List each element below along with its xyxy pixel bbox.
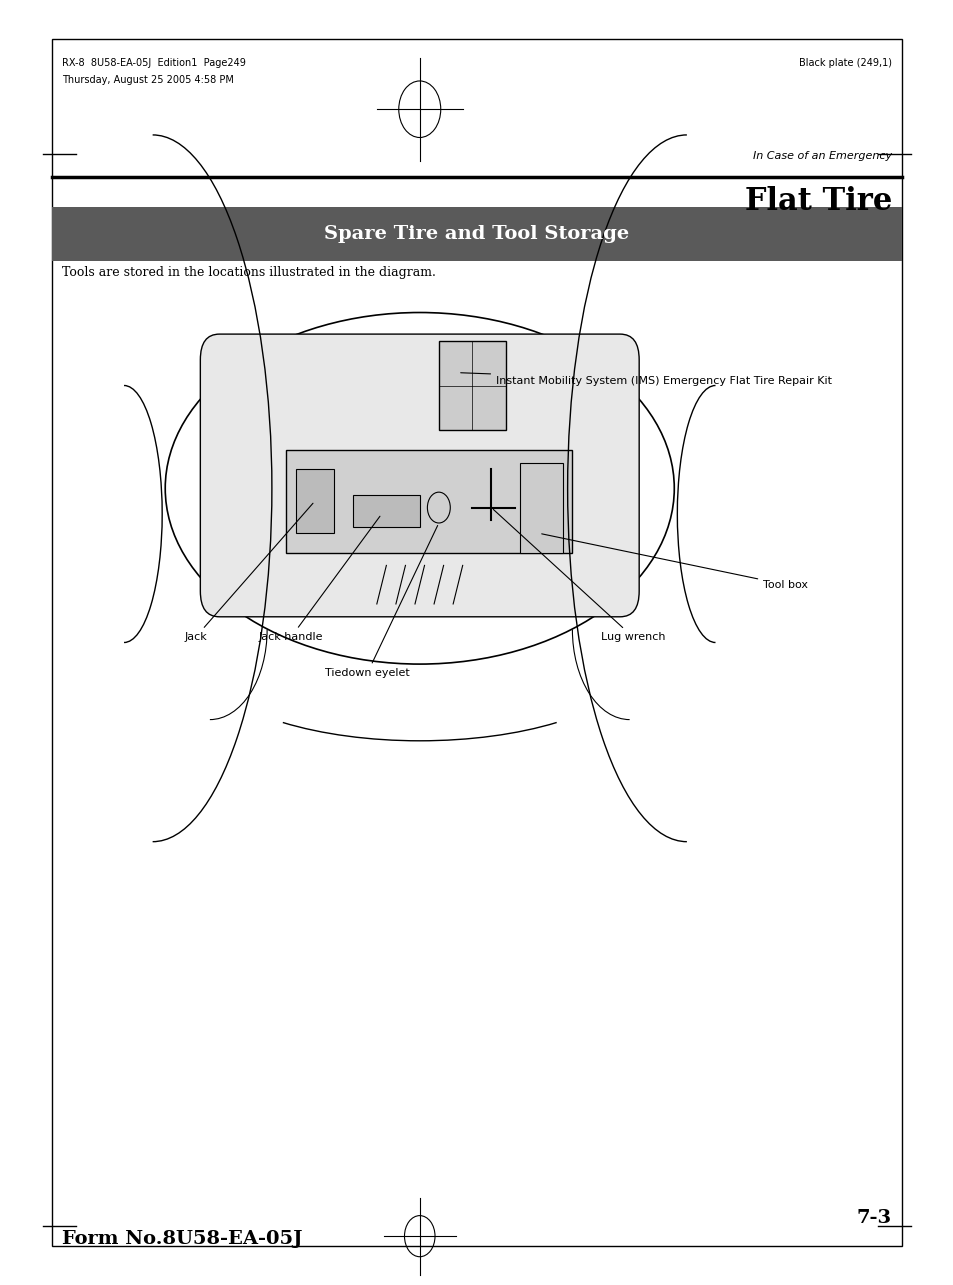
Text: Jack handle: Jack handle — [258, 517, 379, 642]
Text: Tiedown eyelet: Tiedown eyelet — [325, 526, 437, 678]
Text: Instant Mobility System (IMS) Emergency Flat Tire Repair Kit: Instant Mobility System (IMS) Emergency … — [460, 373, 831, 386]
Text: Form No.8U58-EA-05J: Form No.8U58-EA-05J — [62, 1230, 302, 1248]
FancyBboxPatch shape — [200, 334, 639, 617]
Bar — [286, 450, 572, 553]
Bar — [52, 207, 901, 261]
Bar — [52, 39, 901, 1246]
Text: RX-8  8U58-EA-05J  Edition1  Page249: RX-8 8U58-EA-05J Edition1 Page249 — [62, 58, 246, 68]
Bar — [438, 341, 505, 430]
Bar — [519, 463, 562, 553]
Bar — [353, 495, 419, 527]
Text: Lug wrench: Lug wrench — [493, 509, 665, 642]
Text: 7-3: 7-3 — [856, 1209, 891, 1227]
Text: Spare Tire and Tool Storage: Spare Tire and Tool Storage — [324, 225, 629, 243]
Text: Black plate (249,1): Black plate (249,1) — [799, 58, 891, 68]
Text: Thursday, August 25 2005 4:58 PM: Thursday, August 25 2005 4:58 PM — [62, 75, 233, 85]
Text: Flat Tire: Flat Tire — [744, 186, 891, 217]
Bar — [295, 469, 334, 533]
Text: In Case of an Emergency: In Case of an Emergency — [752, 150, 891, 161]
Text: Tools are stored in the locations illustrated in the diagram.: Tools are stored in the locations illust… — [62, 266, 436, 279]
Text: Tool box: Tool box — [541, 533, 807, 590]
Text: Jack: Jack — [184, 504, 313, 642]
